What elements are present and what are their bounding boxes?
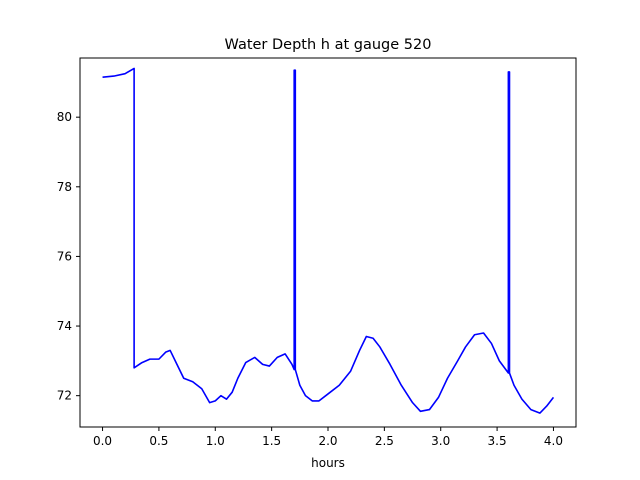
y-tick-label: 80 xyxy=(57,110,72,124)
x-tick-label: 4.0 xyxy=(544,434,563,448)
y-tick-label: 74 xyxy=(57,319,72,333)
x-axis-label: hours xyxy=(311,456,345,470)
axis-ticks: 0.0 0.5 1.0 1.5 2.0 2.5 3.0 3.5 4.0 72 74 76 78 80 xyxy=(57,110,563,448)
chart-title: Water Depth h at gauge 520 xyxy=(225,37,432,53)
plot-frame xyxy=(79,57,577,428)
plot-area xyxy=(102,67,555,414)
x-tick-label: 1.5 xyxy=(262,434,281,448)
y-tick-label: 78 xyxy=(57,180,72,194)
x-tick-label: 3.5 xyxy=(488,434,507,448)
series-line-0 xyxy=(102,67,555,414)
x-tick-label: 0.0 xyxy=(93,434,112,448)
x-tick-label: 2.5 xyxy=(375,434,394,448)
x-tick-label: 2.0 xyxy=(318,434,337,448)
y-tick-label: 72 xyxy=(57,389,72,403)
x-tick-label: 1.0 xyxy=(206,434,225,448)
x-tick-label: 3.0 xyxy=(431,434,450,448)
x-tick-label: 0.5 xyxy=(149,434,168,448)
y-tick-label: 76 xyxy=(57,249,72,263)
